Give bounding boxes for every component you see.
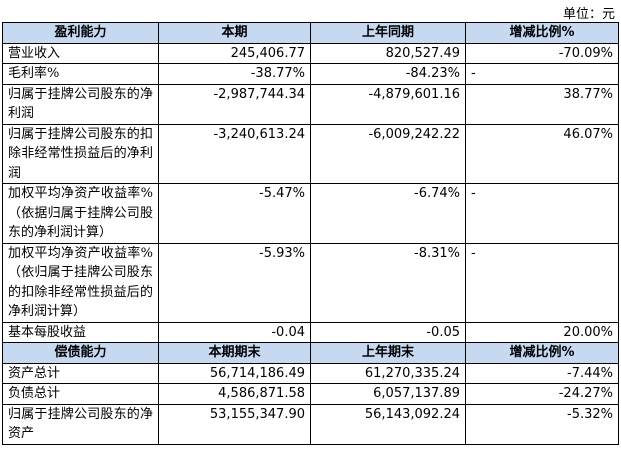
data-row: 负债总计 4,586,871.58 6,057,137.89 -24.27% [2, 383, 619, 405]
row-label: 营业收入 [2, 42, 159, 64]
data-row: 资产总计 56,714,186.49 61,270,335.24 -7.44% [2, 362, 619, 384]
value-cell: 38.77% [465, 83, 619, 125]
value-cell: -0.05 [310, 321, 466, 343]
row-label: 毛利率% [2, 63, 159, 85]
value-cell: -3,240,613.24 [158, 123, 311, 184]
data-row: 基本每股收益 -0.04 -0.05 20.00% [2, 321, 619, 343]
value-cell: 56,714,186.49 [158, 362, 311, 384]
value-cell: -6.74% [310, 183, 466, 244]
value-cell: -84.23% [310, 63, 466, 85]
row-label: 归属于挂牌公司股东的扣除非经常性损益后的净利润 [2, 123, 159, 184]
value-cell: 46.07% [465, 123, 619, 184]
data-row: 加权平均净资产收益率%（依据归属于挂牌公司股东的净利润计算） -5.47% -6.7… [2, 183, 619, 244]
header-cell: 本期 [158, 22, 311, 44]
table-body: 盈利能力 本期 上年同期 增减比例% 营业收入 245,406.77 820,527.49-… [2, 22, 619, 445]
row-label: 归属于挂牌公司股东的净资产 [2, 403, 159, 445]
value-cell: 820,527.49 [310, 42, 466, 64]
row-label: 资产总计 [2, 362, 159, 384]
header-cell: 上年同期 [310, 22, 466, 44]
data-row: 归属于挂牌公司股东的扣除非经常性损益后的净利润 -3,240,613.24 -6,0… [2, 123, 619, 184]
data-row: 营业收入 245,406.77 820,527.49 -70.09% [2, 42, 619, 64]
header-cell: 本期期末 [158, 342, 311, 364]
value-cell: -5.93% [158, 242, 311, 323]
value-cell: -38.77% [158, 63, 311, 85]
header-cell: 偿债能力 [2, 342, 159, 364]
header-cell: 增减比例% [465, 342, 619, 364]
header-cell: 上年期末 [310, 342, 466, 364]
value-cell: - [465, 242, 619, 323]
value-cell: -24.27% [465, 383, 619, 405]
value-cell: 61,270,335.24 [310, 362, 466, 384]
value-cell: 245,406.77 [158, 42, 311, 64]
value-cell: 20.00% [465, 321, 619, 343]
data-row: 归属于挂牌公司股东的净资产 53,155,347.90 56,143,092.24-… [2, 403, 619, 445]
value-cell: 4,586,871.58 [158, 383, 311, 405]
value-cell: 6,057,137.89 [310, 383, 466, 405]
row-label: 负债总计 [2, 383, 159, 405]
data-row: 加权平均净资产收益率%（依归属于挂牌公司股东的扣除非经常性损益后的净利润计算） -… [2, 242, 619, 323]
value-cell: 56,143,092.24 [310, 403, 466, 445]
header-cell: 增减比例% [465, 22, 619, 44]
row-label: 加权平均净资产收益率%（依据归属于挂牌公司股东的净利润计算） [2, 183, 159, 244]
value-cell: - [465, 183, 619, 244]
value-cell: -7.44% [465, 362, 619, 384]
header-row: 偿债能力 本期期末 上年期末 增减比例% [2, 342, 619, 364]
value-cell: -70.09% [465, 42, 619, 64]
financial-table: 盈利能力 本期 上年同期 增减比例% 营业收入 245,406.77 820,527.49-… [2, 22, 619, 445]
value-cell: -0.04 [158, 321, 311, 343]
value-cell: 53,155,347.90 [158, 403, 311, 445]
value-cell: -8.31% [310, 242, 466, 323]
data-row: 毛利率% -38.77% -84.23% - [2, 63, 619, 85]
row-label: 加权平均净资产收益率%（依归属于挂牌公司股东的扣除非经常性损益后的净利润计算） [2, 242, 159, 323]
row-label: 归属于挂牌公司股东的净利润 [2, 83, 159, 125]
unit-label: 单位：元 [562, 7, 615, 22]
row-label: 基本每股收益 [2, 321, 159, 343]
header-cell: 盈利能力 [2, 22, 159, 44]
value-cell: -5.32% [465, 403, 619, 445]
value-cell: -2,987,744.34 [158, 83, 311, 125]
value-cell: -4,879,601.16 [310, 83, 466, 125]
data-row: 归属于挂牌公司股东的净利润 -2,987,744.34 -4,879,601.16 3… [2, 83, 619, 125]
header-row: 盈利能力 本期 上年同期 增减比例% [2, 22, 619, 44]
value-cell: - [465, 63, 619, 85]
value-cell: -5.47% [158, 183, 311, 244]
value-cell: -6,009,242.22 [310, 123, 466, 184]
